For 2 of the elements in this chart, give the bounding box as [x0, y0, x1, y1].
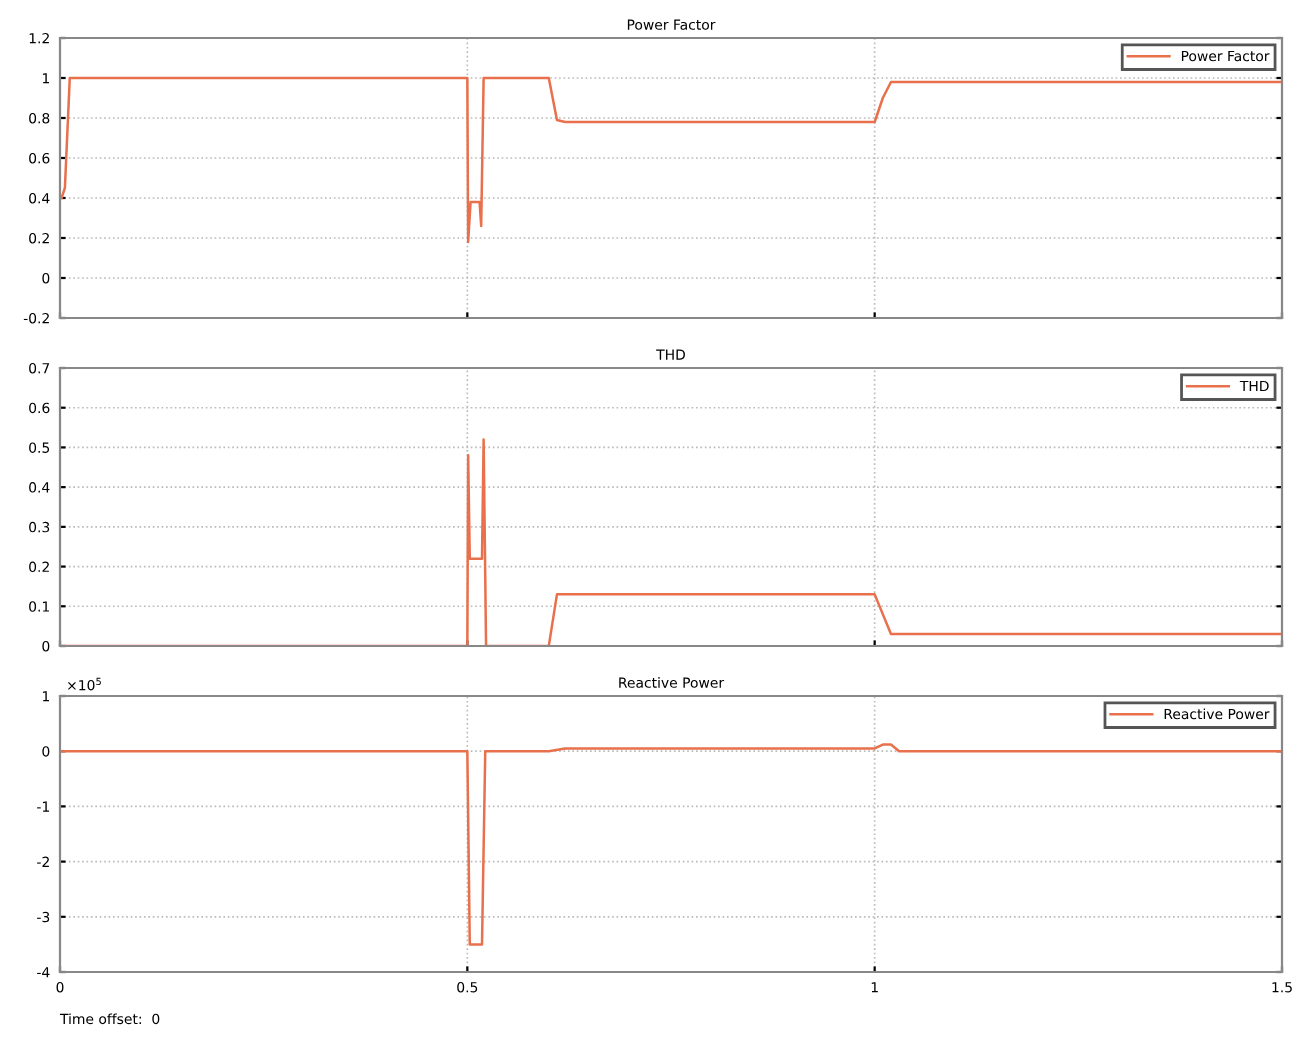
line-series: [60, 76, 1282, 244]
line-series: [60, 743, 1282, 946]
